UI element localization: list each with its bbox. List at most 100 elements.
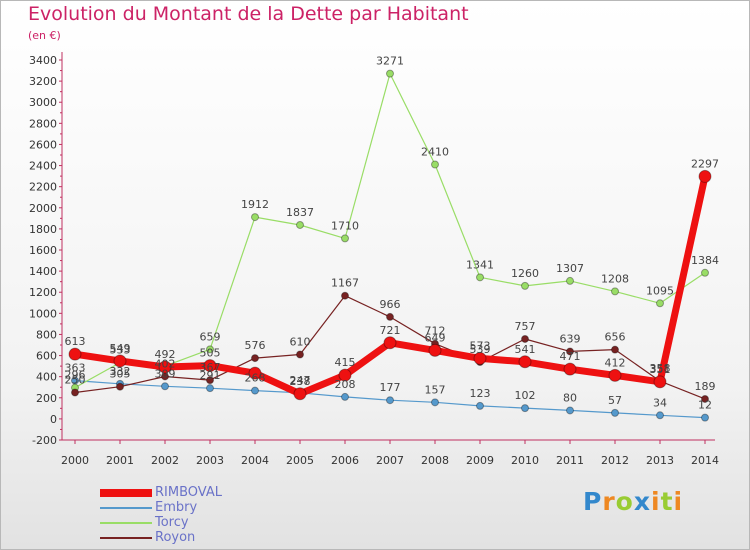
x-tick-label: 2009 [466,454,494,467]
data-point-torcy [251,213,259,222]
x-tick-label: 2005 [286,454,314,467]
x-tick-label: 2013 [646,454,674,467]
data-label-embry: 157 [425,383,446,396]
y-tick-label: 1400 [29,265,57,278]
legend-label: Royon [155,530,196,545]
legend-swatch [100,507,152,509]
data-label-torcy: 1208 [601,272,629,285]
logo-letter: i [673,487,684,516]
data-label-embry: 291 [200,369,221,382]
data-label-rimboval: 573 [470,339,491,352]
data-point-embry [341,392,349,401]
data-point-rimboval [428,343,442,357]
data-label-embry: 80 [563,391,577,404]
data-label-embry: 102 [515,389,536,402]
data-label-rimboval: 238 [290,375,311,388]
data-label-rimboval: 649 [425,331,446,344]
data-label-rimboval: 613 [65,335,86,348]
data-label-rimboval: 541 [515,343,536,356]
data-label-embry: 34 [653,396,667,409]
data-label-rimboval: 492 [155,348,176,361]
y-tick-label: 2200 [29,181,57,194]
data-label-royon: 712 [425,325,446,338]
data-label-embry: 268 [245,372,266,385]
data-label-torcy: 1095 [646,284,674,297]
data-label-torcy: 1837 [286,206,314,219]
data-point-embry [701,413,709,422]
y-tick-label: 0 [50,413,57,426]
data-point-torcy [566,276,574,285]
logo-letter: r [602,487,616,516]
data-label-torcy: 296 [65,369,86,382]
data-point-royon [296,350,304,359]
data-point-royon [566,347,574,356]
legend-label: RIMBOVAL [155,485,222,500]
data-label-royon: 966 [380,298,401,311]
x-tick-label: 2001 [106,454,134,467]
x-tick-label: 2004 [241,454,269,467]
data-point-royon [611,345,619,354]
legend-label: Torcy [155,515,189,530]
data-point-rimboval [203,359,217,373]
data-point-rimboval [518,355,532,369]
y-tick-label: 600 [36,350,57,363]
data-point-embry [386,396,394,405]
data-point-embry [161,382,169,391]
y-tick-label: 800 [36,328,57,341]
data-point-rimboval [473,351,487,365]
data-point-embry [206,384,214,393]
data-label-royon: 656 [605,331,626,344]
data-point-royon [71,388,79,397]
data-point-embry [431,398,439,407]
data-label-royon: 610 [290,336,311,349]
x-tick-label: 2007 [376,454,404,467]
x-tick-label: 2000 [61,454,89,467]
data-point-rimboval [113,354,127,368]
data-label-royon: 402 [155,357,176,370]
data-label-torcy: 3271 [376,55,404,68]
data-point-torcy [206,345,214,354]
data-point-rimboval [158,360,172,374]
data-point-royon [206,376,214,385]
data-label-rimboval: 471 [560,350,581,363]
y-tick-label: 400 [36,371,57,384]
x-tick-label: 2010 [511,454,539,467]
data-point-torcy [521,281,529,290]
data-point-torcy [611,287,619,296]
y-tick-label: 3200 [29,75,57,88]
legend-label: Embry [155,500,198,515]
data-label-royon: 757 [515,320,536,333]
chart-title: Evolution du Montant de la Dette par Hab… [28,3,469,25]
data-point-torcy [476,273,484,282]
y-tick-label: 1200 [29,286,57,299]
y-tick-label: 2400 [29,160,57,173]
x-tick-label: 2003 [196,454,224,467]
data-label-rimboval: 505 [200,347,221,360]
x-tick-label: 2002 [151,454,179,467]
data-point-embry [251,386,259,395]
data-point-rimboval [338,368,352,382]
data-label-torcy: 1341 [466,258,494,271]
logo-letter: t [660,487,674,516]
data-label-embry: 309 [155,367,176,380]
data-label-torcy: 2410 [421,146,449,159]
data-point-torcy [701,268,709,277]
x-tick-label: 2012 [601,454,629,467]
data-point-rimboval [608,368,622,382]
data-label-embry: 123 [470,387,491,400]
data-label-torcy: 1260 [511,267,539,280]
data-label-rimboval: 549 [110,342,131,355]
data-point-royon [341,291,349,300]
data-point-rimboval [383,336,397,350]
data-label-royon: 250 [65,374,86,387]
data-label-embry: 363 [65,362,86,375]
data-point-royon [701,394,709,403]
data-point-rimboval [248,366,262,380]
data-label-embry: 177 [380,381,401,394]
data-point-torcy [296,220,304,229]
data-label-royon: 305 [110,368,131,381]
data-label-royon: 539 [470,343,491,356]
y-tick-label: -200 [32,434,57,447]
data-point-rimboval [68,347,82,361]
